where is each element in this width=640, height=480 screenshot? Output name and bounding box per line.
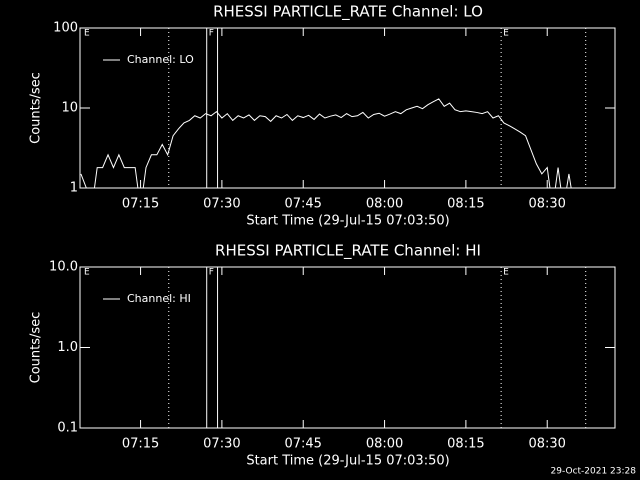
- x-tick-label: 08:15: [447, 197, 484, 212]
- x-tick-label: 08:00: [366, 197, 403, 212]
- legend-label: Channel: LO: [127, 53, 194, 66]
- y-tick-label: 0.1: [57, 421, 78, 436]
- timestamp: 29-Oct-2021 23:28: [551, 467, 637, 477]
- x-tick-label: 07:15: [122, 197, 159, 212]
- x-tick-label: 07:45: [284, 437, 321, 452]
- x-axis-label: Start Time (29-Jul-15 07:03:50): [246, 454, 449, 469]
- y-tick-label: 100: [53, 21, 78, 36]
- data-line: [80, 98, 572, 188]
- x-tick-label: 07:30: [203, 437, 240, 452]
- x-tick-label: 08:30: [528, 437, 565, 452]
- event-label: F: [209, 29, 214, 39]
- x-tick-label: 08:15: [447, 437, 484, 452]
- y-axis-label: Counts/sec: [29, 312, 44, 384]
- plot-frame: [79, 27, 616, 189]
- y-tick-label: 1.0: [57, 340, 78, 355]
- event-label: E: [84, 268, 90, 278]
- x-tick-label: 07:45: [284, 197, 321, 212]
- event-label: F: [209, 268, 214, 278]
- x-tick-label: 08:30: [528, 197, 565, 212]
- event-label: E: [503, 268, 509, 278]
- plot-area: [80, 98, 572, 188]
- x-tick-label: 07:30: [203, 197, 240, 212]
- event-label: E: [503, 29, 509, 39]
- chart-title: RHESSI PARTICLE_RATE Channel: HI: [215, 242, 481, 261]
- y-tick-label: 10.0: [49, 260, 78, 275]
- legend-label: Channel: HI: [127, 292, 191, 305]
- event-label: E: [84, 29, 90, 39]
- y-axis-label: Counts/sec: [29, 72, 44, 144]
- x-tick-label: 08:00: [366, 437, 403, 452]
- x-axis-label: Start Time (29-Jul-15 07:03:50): [246, 214, 449, 229]
- chart-title: RHESSI PARTICLE_RATE Channel: LO: [213, 3, 483, 22]
- y-tick-label: 10: [61, 101, 78, 116]
- y-tick-label: 1: [70, 181, 78, 196]
- x-tick-label: 07:15: [122, 437, 159, 452]
